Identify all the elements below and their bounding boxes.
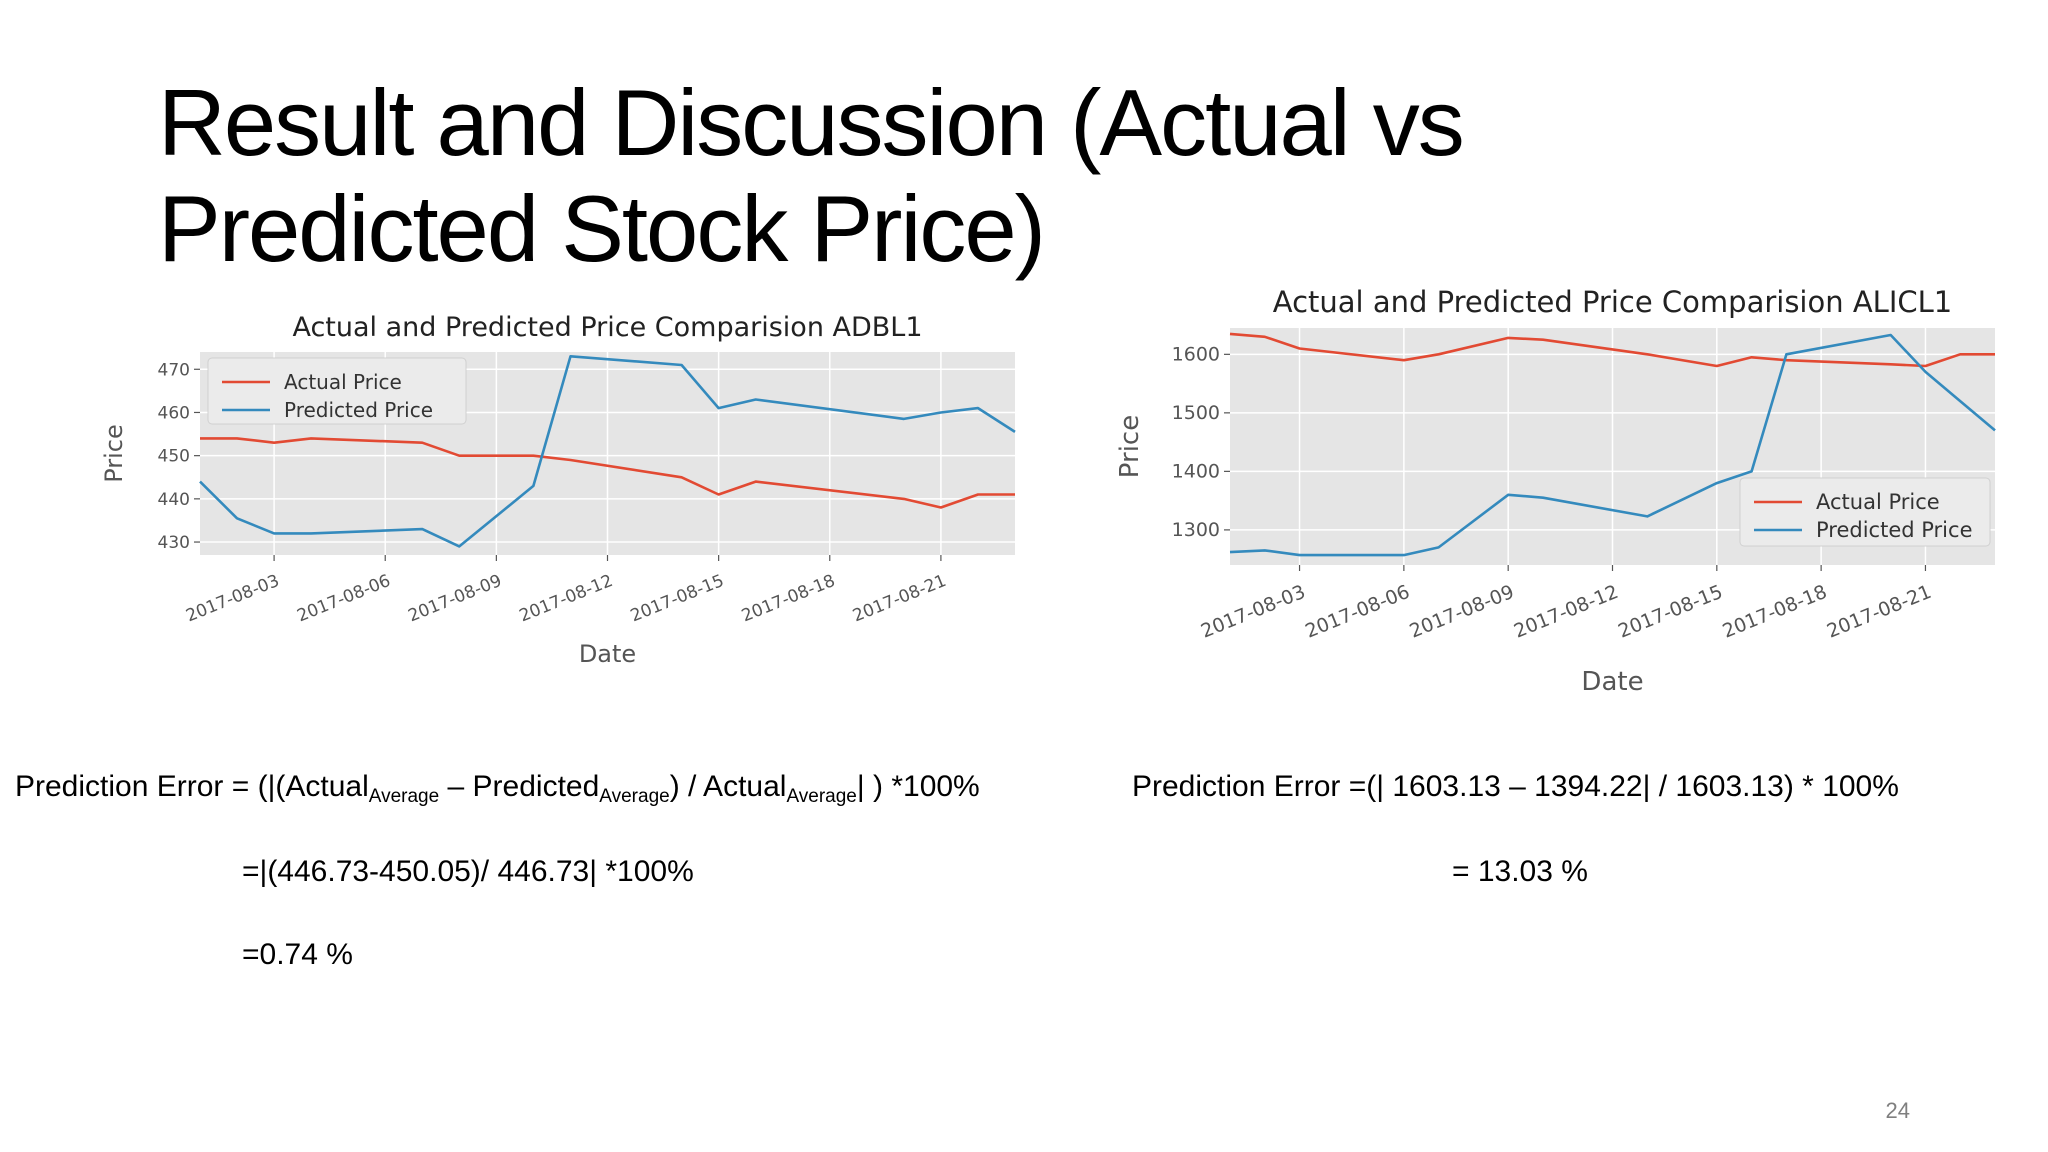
formula-left-line3: =0.74 % <box>242 938 353 971</box>
y-tick-label: 440 <box>158 490 190 510</box>
y-tick-label: 1300 <box>1172 519 1220 541</box>
chart-title: Actual and Predicted Price Comparision A… <box>292 312 922 343</box>
y-axis-label: Price <box>1115 415 1145 478</box>
formula-text: | ) *100% <box>856 770 980 803</box>
formula-left-line2: =|(446.73-450.05)/ 446.73| *100% <box>242 855 694 888</box>
y-tick-label: 1600 <box>1172 343 1220 365</box>
formula-subscript: Average <box>368 786 440 807</box>
x-tick-label: 2017-08-03 <box>183 571 282 627</box>
legend-box <box>207 357 467 425</box>
formula-subscript: Average <box>599 786 670 807</box>
x-axis-label: Date <box>1581 667 1643 697</box>
formula-right-line2: = 13.03 % <box>1452 855 1588 888</box>
formula-text: – Predicted <box>439 770 600 803</box>
x-tick-label: 2017-08-06 <box>1302 581 1413 643</box>
x-tick-label: 2017-08-18 <box>739 571 838 627</box>
y-tick-label: 430 <box>158 533 190 553</box>
series-line <box>1229 332 1995 368</box>
x-tick-label: 2017-08-09 <box>1407 581 1518 643</box>
legend: Actual Price Predicted Price <box>1739 477 1991 547</box>
formula-text: ) / Actual <box>669 770 787 803</box>
slide-title: Result and Discussion (Actual vs Predict… <box>158 70 1465 281</box>
y-tick-label: 1500 <box>1172 402 1220 424</box>
y-tick-label: 470 <box>158 360 190 380</box>
y-tick-label: 460 <box>158 403 190 423</box>
legend-box <box>1739 477 1991 547</box>
chart-alicl1: 13001400150016002017-08-032017-08-062017… <box>1115 285 1996 697</box>
formula-left-line1: Prediction Error = (|(ActualAverage – Pr… <box>15 770 980 808</box>
x-tick-label: 2017-08-12 <box>517 571 616 627</box>
y-tick-label: 1400 <box>1172 460 1220 482</box>
x-tick-label: 2017-08-03 <box>1198 581 1309 643</box>
page-number: 24 <box>1885 1098 1910 1123</box>
formula-subscript: Average <box>786 786 857 807</box>
x-tick-label: 2017-08-21 <box>850 571 949 627</box>
legend-label: Actual Price <box>284 370 402 394</box>
formula-right-line1: Prediction Error =(| 1603.13 – 1394.22| … <box>1132 770 1899 803</box>
x-axis-label: Date <box>579 640 636 668</box>
y-tick-label: 450 <box>158 447 190 467</box>
x-tick-label: 2017-08-21 <box>1824 581 1935 643</box>
x-tick-label: 2017-08-15 <box>1615 581 1726 643</box>
x-tick-label: 2017-08-12 <box>1511 581 1622 643</box>
x-tick-label: 2017-08-18 <box>1720 581 1831 643</box>
chart-title: Actual and Predicted Price Comparision A… <box>1273 285 1952 319</box>
x-tick-label: 2017-08-15 <box>628 571 727 627</box>
y-axis-label: Price <box>100 424 128 483</box>
legend-label: Actual Price <box>1816 490 1940 514</box>
x-tick-label: 2017-08-06 <box>294 571 393 627</box>
series-line <box>199 354 1016 548</box>
series-line <box>200 437 1015 509</box>
x-tick-label: 2017-08-09 <box>406 571 505 627</box>
series-line <box>1229 333 1996 557</box>
legend-label: Predicted Price <box>284 398 433 422</box>
formula-text: Prediction Error = (|(Actual <box>15 770 369 803</box>
legend: Actual Price Predicted Price <box>207 357 467 425</box>
legend-label: Predicted Price <box>1816 518 1973 542</box>
